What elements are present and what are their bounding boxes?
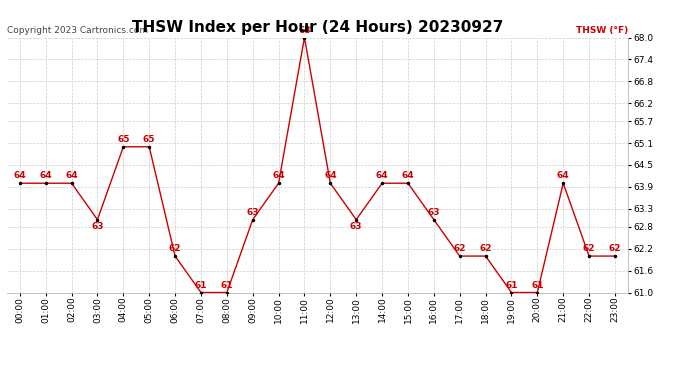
Text: THSW (°F): THSW (°F) — [575, 26, 628, 35]
Text: 62: 62 — [453, 244, 466, 253]
Text: 64: 64 — [376, 171, 388, 180]
Text: 61: 61 — [505, 281, 518, 290]
Text: 62: 62 — [480, 244, 492, 253]
Text: 64: 64 — [402, 171, 414, 180]
Text: 65: 65 — [143, 135, 155, 144]
Text: 62: 62 — [169, 244, 181, 253]
Text: 64: 64 — [273, 171, 285, 180]
Text: 63: 63 — [428, 208, 440, 217]
Text: 61: 61 — [221, 281, 233, 290]
Text: Copyright 2023 Cartronics.com: Copyright 2023 Cartronics.com — [7, 26, 148, 35]
Text: 64: 64 — [66, 171, 78, 180]
Text: 64: 64 — [39, 171, 52, 180]
Text: 62: 62 — [609, 244, 621, 253]
Text: 63: 63 — [246, 208, 259, 217]
Title: THSW Index per Hour (24 Hours) 20230927: THSW Index per Hour (24 Hours) 20230927 — [132, 20, 503, 35]
Text: 62: 62 — [583, 244, 595, 253]
Text: 63: 63 — [350, 222, 362, 231]
Text: 68: 68 — [298, 26, 310, 35]
Text: 64: 64 — [14, 171, 26, 180]
Text: 63: 63 — [91, 222, 103, 231]
Text: 61: 61 — [531, 281, 544, 290]
Text: 65: 65 — [117, 135, 130, 144]
Text: 61: 61 — [195, 281, 207, 290]
Text: 64: 64 — [324, 171, 337, 180]
Text: 64: 64 — [557, 171, 569, 180]
